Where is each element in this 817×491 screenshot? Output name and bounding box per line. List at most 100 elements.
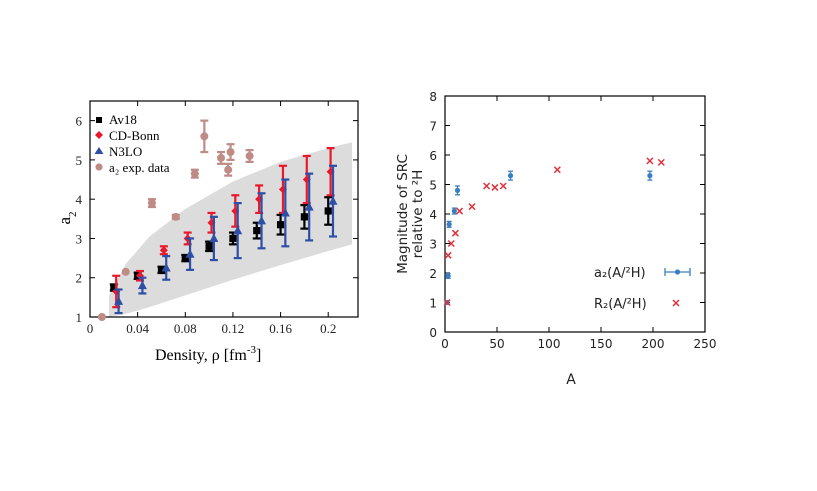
- y-tick-label: 1: [429, 297, 437, 311]
- left-legend: Av18 CD-Bonn N3LO a₂ exp. data: [94, 112, 170, 175]
- av18-point: [276, 221, 285, 229]
- y-tick-label: 1: [76, 310, 83, 325]
- n3lo-point: [114, 296, 124, 305]
- n3lo-point: [233, 225, 243, 235]
- legend-label-a2: a₂(A/²H): [594, 266, 646, 281]
- exp-data-point: [217, 153, 226, 162]
- exp-data-point: [200, 132, 209, 141]
- av18-point: [300, 213, 308, 221]
- r2-ratio-point: [553, 166, 561, 174]
- r2-ratio-point: [657, 158, 665, 166]
- exp-data-point: [171, 212, 180, 221]
- x-tick-label: 150: [590, 337, 613, 351]
- x-tick-label: 0.12: [222, 321, 245, 336]
- y-tick-label: 2: [76, 271, 83, 286]
- x-tick-label: 100: [538, 337, 561, 351]
- r2-ratio-point: [646, 157, 654, 165]
- legend-label-n3lo: N3LO: [109, 144, 142, 159]
- left-y-axis-label: a2: [55, 211, 79, 224]
- right-chart: 0 50 100 150 200 250 0 1 2 3 4 5 6 7 8 a₂(A/²H) R₂(A/²…: [395, 90, 716, 388]
- y-tick-label: 2: [429, 267, 437, 281]
- legend-label-exp: a₂ exp. data: [109, 160, 170, 175]
- exp-data-point: [226, 148, 235, 157]
- r2-ratio-point: [451, 229, 459, 237]
- right-axis-ticks: 0 50 100 150 200 250 0 1 2 3 4 5 6 7 8: [429, 90, 716, 351]
- uncertainty-band-area: [109, 142, 353, 317]
- a2-ratio-point: [507, 173, 514, 179]
- y-tick-label: 5: [76, 153, 83, 168]
- n3lo-point: [257, 215, 267, 225]
- legend-label-cd-bonn: CD-Bonn: [109, 128, 160, 143]
- n3lo-point: [328, 196, 338, 205]
- legend-marker-r2: [672, 299, 680, 307]
- x-tick-label: 0: [87, 321, 94, 336]
- y-tick-label: 0: [429, 326, 437, 340]
- left-x-axis-label: Density, ρ [fm-3]: [155, 344, 261, 364]
- av18-point: [110, 283, 118, 292]
- r2-ratio-point: [456, 207, 464, 215]
- a2-ratio-point: [454, 187, 461, 193]
- right-y-axis-label-line2: relative to ²H: [410, 170, 426, 259]
- exp-data-point: [245, 151, 254, 160]
- exp-data-point: [224, 165, 233, 174]
- n3lo-point: [137, 280, 147, 290]
- left-axis-ticks: 0 0.04 0.08 0.12 0.16 0.2 1 2 3 4 5 6: [76, 101, 358, 336]
- right-plot-frame: [444, 95, 706, 333]
- uncertainty-band: [109, 142, 353, 317]
- av18-point: [181, 254, 189, 262]
- left-data-points: [97, 119, 338, 321]
- av18-point: [253, 227, 261, 235]
- r2-ratio-point: [499, 182, 507, 190]
- r2-ratio-point: [491, 183, 499, 191]
- n3lo-point: [161, 262, 171, 272]
- a2-ratio-point: [445, 273, 451, 279]
- y-tick-label: 6: [429, 149, 437, 163]
- r2-ratio-point: [447, 239, 455, 248]
- y-tick-label: 8: [429, 90, 437, 104]
- x-tick-label: 0.08: [174, 321, 197, 336]
- x-tick-label: 0: [441, 337, 449, 351]
- n3lo-point: [185, 249, 195, 258]
- av18-point: [229, 234, 237, 243]
- x-tick-label: 250: [694, 337, 717, 351]
- n3lo-point: [280, 207, 290, 217]
- right-y-axis-label-line1: Magnitude of SRC: [395, 154, 411, 274]
- r2-ratio-point: [443, 298, 451, 307]
- exp-data-point: [190, 169, 199, 178]
- y-tick-label: 7: [429, 120, 437, 134]
- n3lo-point: [304, 202, 314, 211]
- x-tick-label: 0.16: [269, 321, 292, 336]
- av18-point: [324, 207, 332, 215]
- right-legend: a₂(A/²H) R₂(A/²H): [594, 266, 691, 312]
- a2-ratio-point: [446, 221, 452, 227]
- av18-point: [157, 266, 166, 274]
- x-tick-label: 50: [489, 337, 504, 351]
- legend-marker-a2: [674, 269, 681, 275]
- cd-bonn-point: [159, 246, 168, 255]
- x-tick-label: 0.04: [126, 321, 149, 336]
- x-tick-label: 200: [642, 337, 665, 351]
- right-data-points: [443, 157, 665, 307]
- y-tick-label: 5: [429, 179, 437, 193]
- n3lo-point: [209, 233, 219, 243]
- exp-data-point: [147, 199, 156, 208]
- y-tick-label: 6: [76, 114, 83, 129]
- y-tick-label: 4: [429, 208, 437, 222]
- x-tick-label: 0.2: [320, 321, 336, 336]
- legend-marker-av18: [96, 117, 102, 123]
- y-tick-label: 4: [76, 192, 83, 207]
- r2-ratio-point: [483, 182, 491, 190]
- legend-marker-n3lo: [94, 147, 104, 154]
- av18-point: [205, 242, 213, 250]
- a2-ratio-point: [451, 208, 457, 214]
- legend-label-av18: Av18: [109, 112, 137, 127]
- y-tick-label: 3: [76, 231, 83, 246]
- left-plot-frame: [89, 100, 359, 318]
- left-chart: 0 0.04 0.08 0.12 0.16 0.2 1 2 3 4 5 6 Av18 CD-Bonn …: [55, 100, 359, 364]
- r2-ratio-point: [468, 203, 476, 211]
- legend-marker-exp: [95, 163, 103, 171]
- exp-data-point: [97, 313, 106, 321]
- legend-marker-cd-bonn: [95, 131, 103, 139]
- a2-ratio-point: [647, 173, 653, 179]
